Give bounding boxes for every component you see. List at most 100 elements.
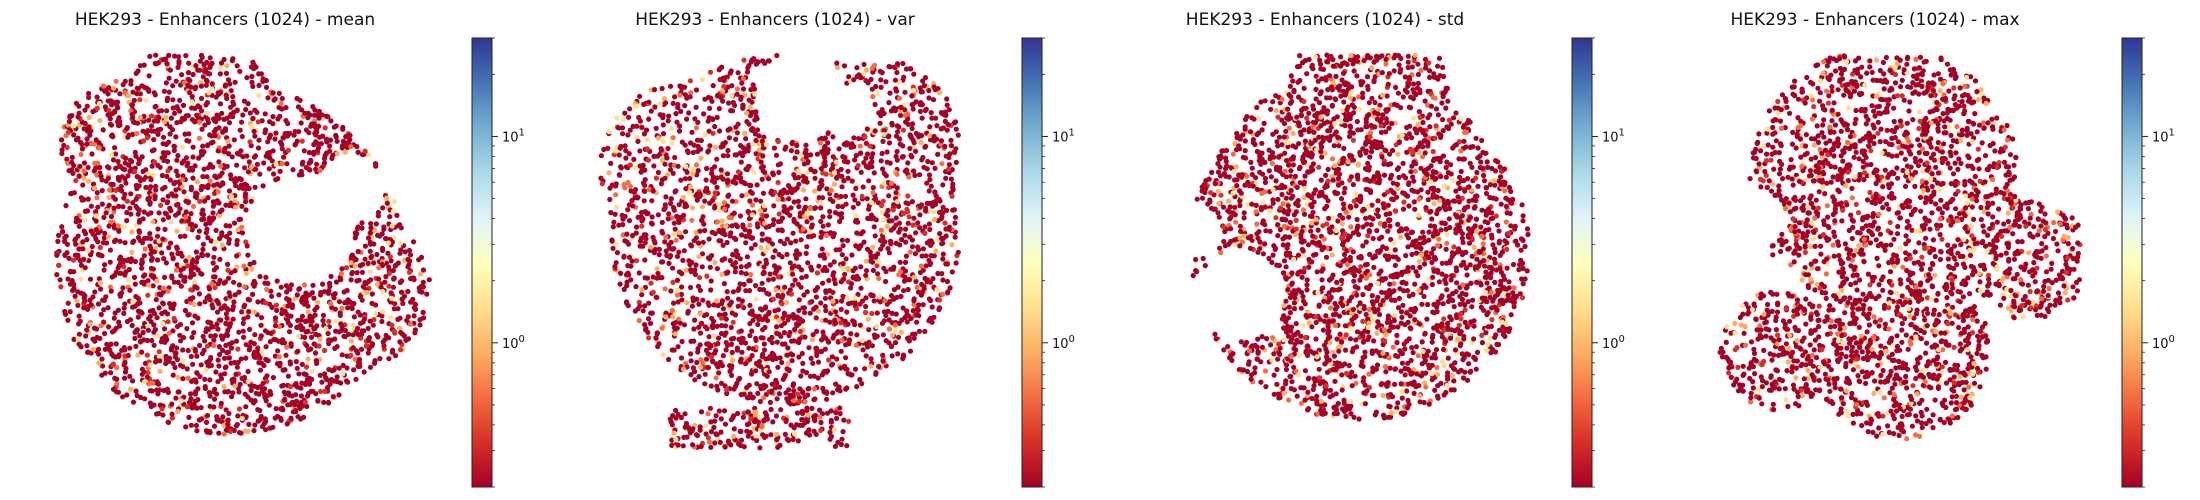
scatter-point xyxy=(390,284,397,290)
scatter-point xyxy=(257,171,263,177)
scatter-point xyxy=(147,388,153,394)
scatter-point xyxy=(327,300,334,307)
scatter-point xyxy=(174,345,180,351)
scatter-point xyxy=(263,418,269,425)
scatter-point xyxy=(922,224,928,230)
scatter-point xyxy=(84,141,90,147)
scatter-point xyxy=(758,159,764,165)
scatter-point xyxy=(195,315,201,321)
scatter-point xyxy=(618,164,624,170)
scatter-point xyxy=(93,218,99,224)
scatter-point xyxy=(301,371,307,377)
scatter-point xyxy=(887,90,893,96)
scatter-point xyxy=(264,357,270,363)
scatter-point xyxy=(866,327,872,333)
scatter-point xyxy=(222,371,228,377)
scatter-point xyxy=(728,324,734,330)
scatter-point xyxy=(145,196,151,203)
scatter-point xyxy=(167,131,173,137)
scatter-point xyxy=(940,125,947,131)
scatter-point xyxy=(94,105,100,111)
scatter-point xyxy=(880,352,886,358)
scatter-point xyxy=(747,391,753,397)
scatter-point xyxy=(134,186,140,192)
scatter-point xyxy=(909,93,915,99)
scatter-point xyxy=(85,208,91,214)
scatter-point xyxy=(796,204,802,210)
scatter-point xyxy=(883,312,889,319)
scatter-point xyxy=(211,129,217,135)
scatter-point xyxy=(752,242,758,248)
scatter-point xyxy=(113,78,119,84)
scatter-point xyxy=(96,360,102,366)
scatter-point xyxy=(620,131,626,137)
scatter-point xyxy=(117,122,123,128)
scatter-point xyxy=(855,162,861,169)
scatter-point xyxy=(284,311,290,318)
scatter-point xyxy=(940,182,946,188)
scatter-point xyxy=(249,383,255,389)
scatter-point xyxy=(864,151,871,157)
scatter-point xyxy=(897,259,903,265)
scatter-point xyxy=(903,119,909,125)
scatter-point xyxy=(226,120,233,126)
scatter-point xyxy=(820,214,826,220)
scatter-point xyxy=(693,162,700,168)
scatter-point xyxy=(839,252,845,258)
scatter-point xyxy=(340,143,346,149)
scatter-point xyxy=(124,218,130,224)
scatter-point xyxy=(101,235,107,241)
scatter-point xyxy=(707,69,714,75)
scatter-point xyxy=(655,169,661,176)
scatter-point xyxy=(828,433,835,440)
scatter-point xyxy=(298,107,305,113)
scatter-point xyxy=(867,143,873,149)
scatter-point xyxy=(645,137,651,143)
scatter-point xyxy=(786,399,792,405)
scatter-point xyxy=(917,225,923,231)
scatter-point xyxy=(918,140,924,146)
scatter-point xyxy=(743,136,749,142)
scatter-point xyxy=(222,303,228,309)
scatter-point xyxy=(678,291,684,297)
scatter-point xyxy=(62,235,68,241)
scatter-point xyxy=(911,71,917,77)
scatter-point xyxy=(211,396,218,402)
scatter-point xyxy=(406,247,413,254)
scatter-point xyxy=(665,118,671,124)
scatter-point xyxy=(619,125,626,131)
scatter-point xyxy=(669,437,675,443)
scatter-point xyxy=(788,189,794,195)
scatter-point xyxy=(161,88,167,94)
scatter-point xyxy=(764,373,770,379)
scatter-point xyxy=(701,221,707,227)
scatter-point xyxy=(390,347,396,353)
scatter-point xyxy=(161,256,167,262)
scatter-point xyxy=(117,91,123,97)
scatter-point xyxy=(63,203,69,209)
scatter-point xyxy=(211,254,217,260)
scatter-point xyxy=(654,266,660,272)
scatter-point xyxy=(864,67,870,73)
scatter-point xyxy=(830,289,836,295)
scatter-point xyxy=(54,272,60,278)
scatter-point xyxy=(647,320,654,326)
scatter-point xyxy=(812,418,818,424)
scatter-point xyxy=(169,401,175,407)
scatter-point xyxy=(926,221,932,227)
scatter-point xyxy=(151,273,157,279)
scatter-point xyxy=(636,317,642,324)
scatter-point xyxy=(716,128,723,134)
scatter-point xyxy=(681,248,687,254)
scatter-point xyxy=(97,164,103,170)
scatter-point xyxy=(791,388,797,394)
scatter-point xyxy=(122,78,128,84)
scatter-point xyxy=(789,352,796,358)
scatter-point xyxy=(111,328,117,334)
scatter-point xyxy=(675,316,682,322)
scatter-point xyxy=(296,371,302,377)
scatter-point xyxy=(918,263,924,269)
scatter-point xyxy=(221,149,227,155)
scatter-point xyxy=(710,322,716,328)
scatter-point xyxy=(187,274,193,280)
